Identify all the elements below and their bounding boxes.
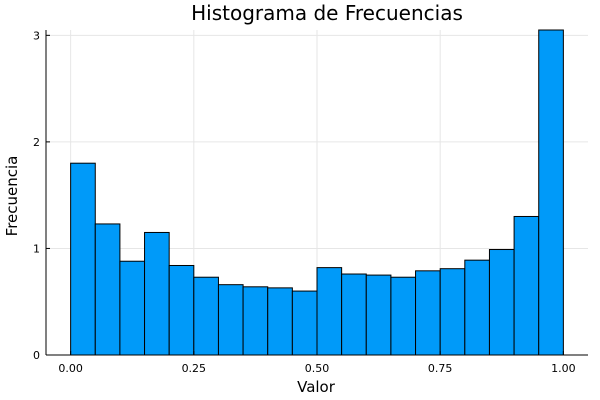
histogram-bar-16 (464, 259, 490, 356)
y-axis-label: Frecuencia (3, 156, 21, 237)
y-tick-label: 1 (33, 242, 40, 255)
histogram-bar-10 (316, 267, 343, 356)
y-tick-label: 0 (33, 349, 40, 362)
histogram-bar-0 (70, 162, 96, 356)
histogram-bar-2 (119, 260, 146, 356)
x-tick-label: 1.00 (551, 362, 576, 375)
histogram-bar-13 (390, 276, 417, 356)
x-axis-label: Valor (297, 378, 336, 396)
histogram-bar-14 (415, 270, 441, 356)
histogram-bar-18 (513, 215, 540, 356)
histogram-bar-8 (267, 287, 293, 356)
histogram-bar-3 (144, 231, 170, 356)
histogram-bar-1 (94, 223, 121, 356)
histogram-bar-5 (193, 276, 219, 356)
x-tick-label: 0.00 (58, 362, 83, 375)
histogram-bar-12 (365, 274, 392, 356)
histogram-bar-6 (217, 284, 244, 356)
histogram-bar-11 (341, 273, 367, 356)
histogram-bar-17 (488, 249, 515, 356)
histogram-bar-4 (168, 264, 195, 356)
y-tick-label: 3 (33, 29, 40, 42)
histogram-bar-7 (242, 286, 269, 356)
chart-title: Histograma de Frecuencias (191, 1, 463, 25)
x-tick-label: 0.75 (428, 362, 453, 375)
histogram-bar-19 (538, 29, 564, 356)
histogram-bar-15 (439, 268, 466, 356)
x-tick-label: 0.50 (305, 362, 330, 375)
histogram-bar-9 (291, 290, 318, 356)
bars (70, 29, 564, 356)
tick-labels: 0.00 0.25 0.50 0.75 1.00 0 1 2 3 (33, 29, 576, 375)
y-tick-label: 2 (33, 136, 40, 149)
x-tick-label: 0.25 (182, 362, 207, 375)
